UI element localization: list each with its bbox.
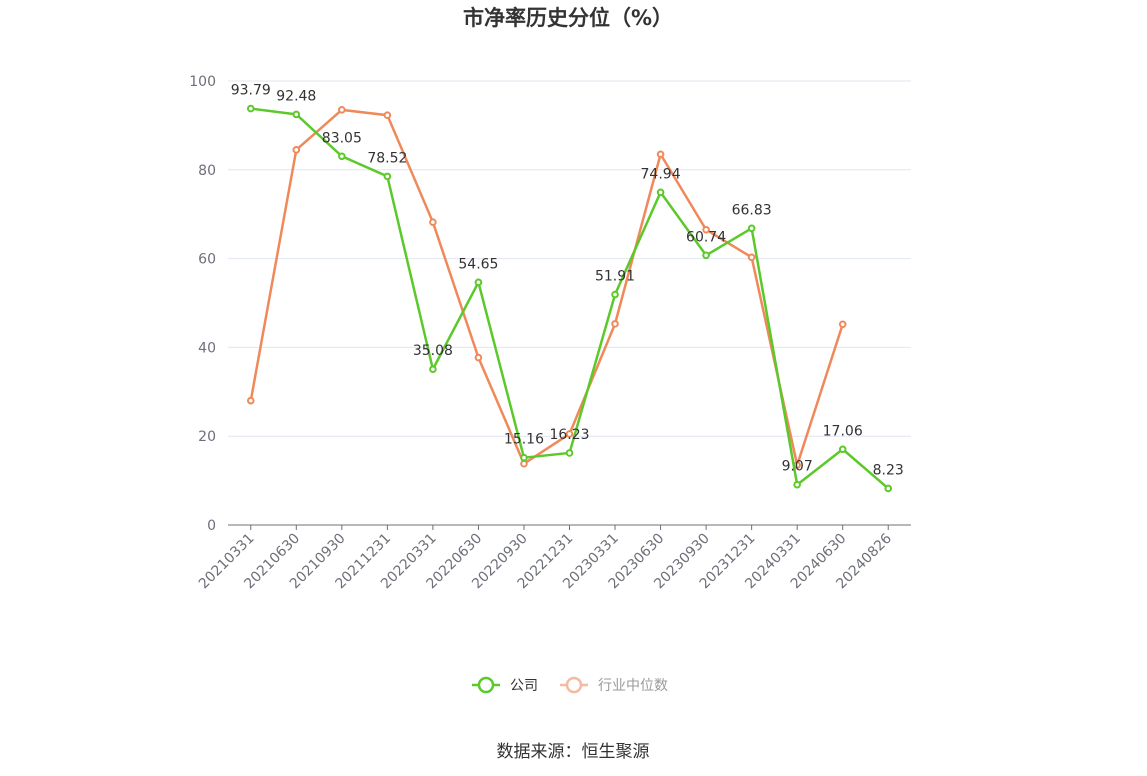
data-point: [611, 320, 619, 328]
data-point: [565, 449, 574, 457]
data-label: 15.16: [504, 432, 544, 448]
data-point: [474, 353, 483, 362]
data-point: [520, 453, 528, 462]
data-point: [793, 480, 801, 489]
data-label: 66.83: [732, 202, 772, 218]
data-point: [246, 104, 255, 113]
series-lines: [246, 104, 893, 493]
grid-lines: [228, 80, 911, 437]
data-point: [338, 106, 346, 114]
data-label: 8.23: [873, 462, 904, 478]
data-point: [702, 225, 710, 234]
data-label: 17.06: [823, 423, 863, 439]
legend-swatch-marker: [565, 676, 583, 694]
legend-swatch-marker: [477, 676, 495, 694]
legend-label: 公司: [510, 678, 538, 694]
data-label: 92.48: [276, 88, 316, 104]
data-label: 78.52: [367, 150, 407, 166]
data-label: 74.94: [641, 166, 681, 182]
data-point: [520, 459, 528, 468]
y-tick-label: 80: [198, 163, 216, 179]
x-axis: 2021033120210630202109302021123120220331…: [196, 524, 911, 592]
y-tick-label: 100: [189, 74, 216, 90]
data-point: [611, 290, 619, 299]
y-tick-label: 0: [207, 518, 216, 534]
data-point: [565, 430, 574, 438]
data-point: [429, 218, 437, 226]
chart-title: 市净率历史分位（%）: [463, 6, 673, 30]
series-line-1: [249, 108, 844, 467]
y-axis-ticks: 0 20 40 60 80 100: [189, 74, 216, 534]
data-point: [383, 111, 392, 119]
data-label: 16.23: [549, 427, 589, 443]
data-point: [429, 365, 437, 374]
data-point: [747, 224, 756, 233]
data-point: [838, 445, 847, 454]
data-label: 83.05: [322, 130, 362, 146]
y-tick-label: 20: [198, 429, 216, 445]
data-label: 51.91: [595, 269, 635, 285]
y-tick-label: 40: [198, 340, 216, 356]
data-label: 35.08: [413, 343, 453, 359]
data-label: 93.79: [231, 83, 271, 99]
source-note: 数据来源：恒生聚源: [497, 742, 650, 762]
data-point: [747, 253, 756, 262]
data-point: [292, 146, 301, 154]
data-point: [656, 188, 665, 197]
data-label: 9.07: [782, 459, 813, 475]
data-label: 60.74: [686, 229, 726, 245]
data-point: [292, 110, 301, 119]
y-tick-label: 60: [198, 252, 216, 268]
legend-label: 行业中位数: [598, 678, 668, 694]
data-point: [656, 150, 665, 159]
data-point: [838, 320, 847, 329]
data-point: [474, 278, 483, 287]
data-label: 54.65: [458, 256, 498, 272]
legend: 公司 行业中位数: [472, 676, 668, 694]
data-point: [884, 484, 893, 493]
data-labels: 93.79 92.48 83.05 78.52 35.08 54.65 15.16 16.23…: [231, 83, 904, 479]
data-point: [383, 172, 392, 181]
data-point: [246, 396, 255, 405]
data-point: [702, 251, 710, 260]
data-point: [338, 152, 346, 161]
